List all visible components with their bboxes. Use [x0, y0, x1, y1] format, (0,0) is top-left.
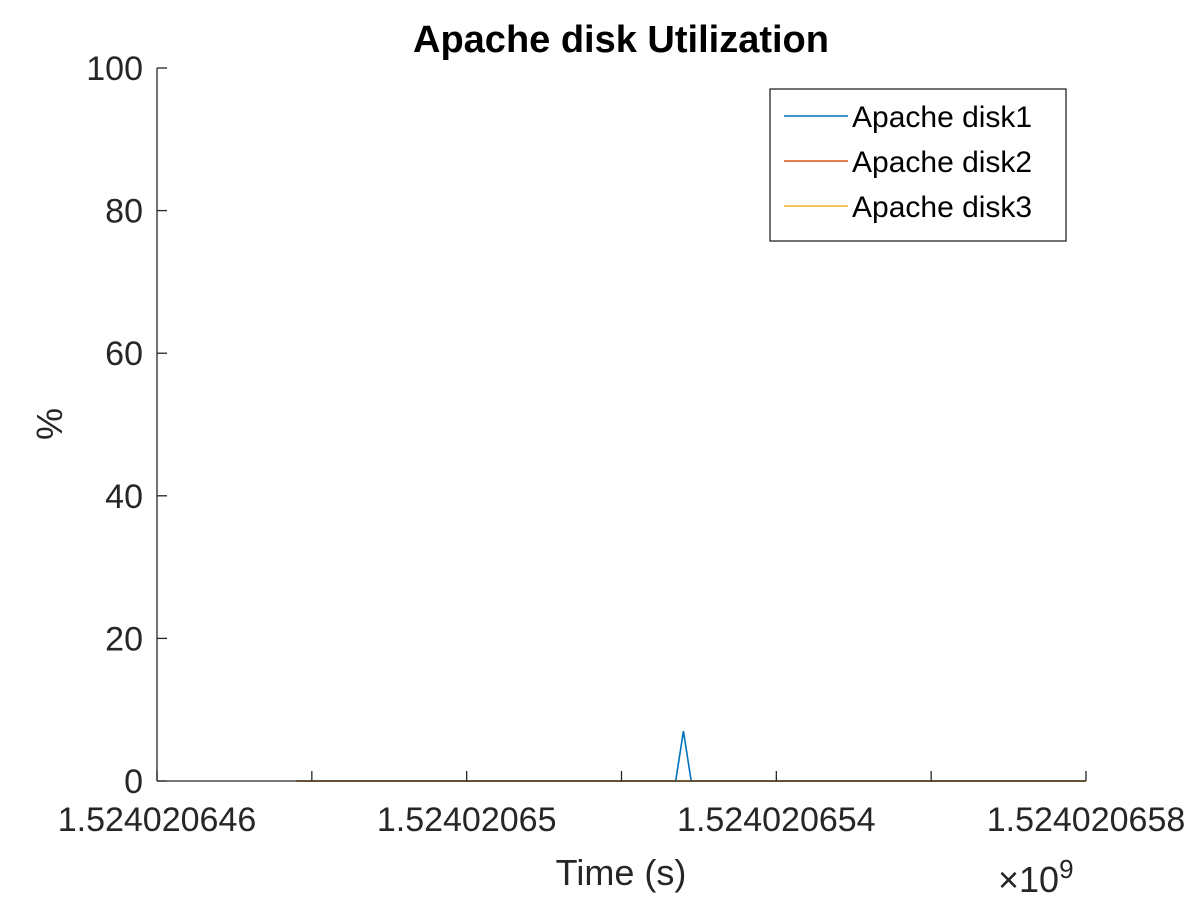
x-tick-label: 1.524020658 — [987, 801, 1186, 839]
x-exponent-power: 9 — [1059, 854, 1073, 884]
y-tick-label: 100 — [86, 50, 143, 88]
x-tick-label: 1.524020654 — [677, 801, 876, 839]
y-tick-label: 60 — [105, 335, 143, 373]
legend-label-3: Apache disk3 — [852, 191, 1032, 224]
y-tick-label: 80 — [105, 193, 143, 231]
chart-title: Apache disk Utilization — [413, 19, 829, 61]
x-tick-label: 1.524020646 — [58, 801, 257, 839]
series-layer — [296, 730, 1086, 782]
ticks-layer: 0 20 40 60 80 100 1.524020646 1.52402065 1.52402… — [58, 50, 1186, 839]
legend-box — [769, 88, 1067, 242]
series-line-1 — [296, 730, 1086, 782]
legend-label-2: Apache disk2 — [852, 146, 1032, 179]
y-tick-label: 40 — [105, 478, 143, 516]
x-exponent-base: ×10 — [998, 859, 1059, 900]
y-axis-label: % — [29, 408, 70, 440]
legend-label-1: Apache disk1 — [852, 101, 1032, 134]
y-tick-label: 20 — [105, 620, 143, 658]
x-tick-label: 1.52402065 — [377, 801, 557, 839]
legend: Apache disk1 Apache disk2 Apache disk3 — [769, 88, 1067, 242]
x-axis-label: Time (s) — [556, 852, 687, 893]
y-tick-label: 0 — [124, 763, 143, 801]
x-exponent-label: ×109 — [998, 854, 1074, 900]
